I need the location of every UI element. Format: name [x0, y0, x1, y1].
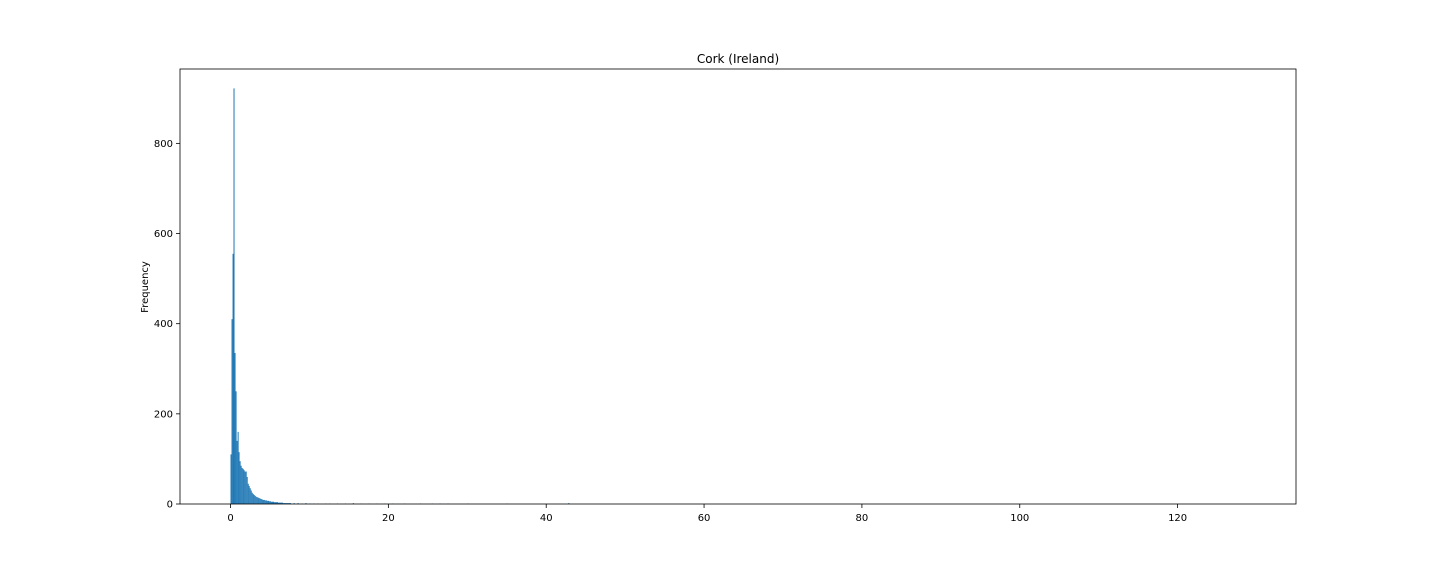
x-tick-label: 0: [227, 513, 233, 524]
histogram-bar: [256, 497, 258, 504]
histogram-bar: [231, 319, 233, 504]
histogram-bar: [286, 503, 288, 504]
histogram-bar: [272, 501, 274, 504]
histogram-bar: [269, 501, 271, 504]
histogram-bar: [230, 454, 232, 504]
histogram-bar: [235, 391, 237, 504]
y-axis: 0 200 400 600 800: [154, 139, 180, 511]
histogram-bar: [252, 494, 254, 504]
histogram-bar: [268, 501, 270, 504]
y-tick-label: 800: [154, 139, 173, 150]
x-tick-label: 80: [856, 513, 869, 524]
histogram-bar: [285, 503, 287, 504]
histogram-bar: [245, 471, 247, 504]
histogram-bar: [273, 502, 275, 504]
histogram-bar: [247, 483, 249, 504]
histogram-bar: [297, 503, 299, 504]
histogram-bars: [230, 88, 570, 504]
x-tick-label: 60: [698, 513, 711, 524]
y-tick-label: 600: [154, 229, 173, 240]
histogram-bar: [282, 502, 284, 504]
histogram-bar: [259, 498, 261, 504]
histogram-bar: [278, 502, 280, 504]
histogram-bar: [243, 470, 245, 504]
histogram-bar: [275, 502, 277, 504]
plot-frame: [179, 68, 1297, 505]
histogram-bar: [270, 501, 272, 504]
histogram-bar: [248, 485, 250, 504]
histogram-bar: [262, 499, 264, 504]
histogram-bar: [281, 502, 283, 504]
histogram-bar: [253, 494, 255, 504]
histogram-bar: [257, 497, 259, 504]
histogram-bar: [246, 476, 248, 504]
histogram-bar: [255, 496, 257, 504]
histogram-bar: [236, 440, 238, 504]
histogram-bar: [568, 503, 570, 504]
x-tick-label: 120: [1168, 513, 1187, 524]
histogram-bar: [261, 499, 263, 504]
histogram-bar: [276, 502, 279, 504]
histogram-bar: [287, 503, 289, 504]
x-tick-label: 20: [382, 513, 395, 524]
y-tick-label: 0: [167, 500, 173, 511]
x-tick-label: 100: [1010, 513, 1029, 524]
histogram-bar: [264, 500, 266, 504]
histogram-bar: [250, 490, 252, 504]
histogram-bar: [266, 500, 268, 504]
histogram-bar: [239, 461, 241, 504]
y-axis-label: Frequency: [140, 261, 151, 313]
histogram-bar: [274, 502, 276, 504]
histogram-bar: [258, 498, 260, 504]
histogram-bar: [260, 499, 262, 504]
histogram-bar: [289, 503, 291, 504]
histogram-bar: [288, 503, 290, 504]
y-tick-label: 200: [154, 409, 173, 420]
histogram-bar: [244, 471, 246, 504]
histogram-bar: [254, 495, 256, 504]
histogram-bar: [263, 499, 265, 504]
histogram-bar: [232, 253, 234, 504]
chart-title: Cork (Ireland): [697, 52, 779, 66]
histogram-bar: [278, 502, 280, 504]
histogram-bar: [284, 503, 286, 504]
histogram-bar: [283, 503, 285, 504]
x-tick-label: 40: [540, 513, 553, 524]
x-axis: 0 20 40 60 80 100 120: [227, 504, 1187, 524]
histogram-bar: [237, 431, 239, 504]
histogram-bar: [241, 467, 243, 504]
histogram-bar: [271, 501, 273, 504]
histogram-bar: [265, 500, 267, 504]
histogram-bar: [240, 465, 242, 504]
histogram-bar: [267, 500, 269, 504]
histogram-bar: [249, 488, 251, 504]
y-tick-label: 400: [154, 319, 173, 330]
histogram-bar: [251, 492, 253, 504]
histogram-bar: [293, 503, 295, 504]
histogram-bar: [233, 88, 235, 504]
histogram-bar: [305, 503, 307, 504]
histogram-bar: [290, 503, 292, 504]
histogram-bar: [238, 452, 240, 504]
histogram-bar: [242, 468, 244, 504]
histogram-bar: [279, 502, 282, 504]
histogram-bar: [352, 503, 354, 504]
histogram-bar: [234, 352, 236, 504]
